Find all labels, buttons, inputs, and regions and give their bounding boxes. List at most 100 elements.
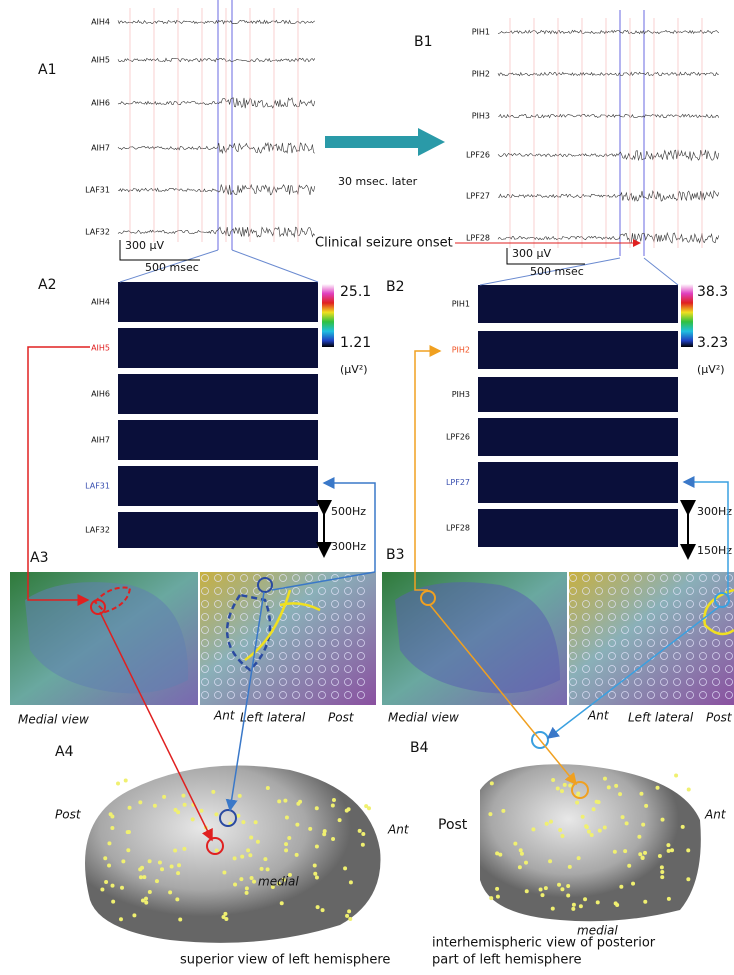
electrode-dot xyxy=(660,865,664,869)
colorbar-unit: (µV²) xyxy=(340,363,368,376)
electrode-dot xyxy=(581,815,585,819)
colorbar-max: 38.3 xyxy=(697,284,728,300)
electrode-dot xyxy=(160,867,164,871)
scale-time: 500 msec xyxy=(530,265,584,278)
colorbar-max: 25.1 xyxy=(340,284,371,300)
electrode-dot xyxy=(585,825,589,829)
electrode-dot xyxy=(321,908,325,912)
electrode-dot xyxy=(323,829,327,833)
electrode-dot xyxy=(613,850,617,854)
caption: superior view of left hemisphere xyxy=(180,953,390,968)
eeg-trace xyxy=(498,233,719,243)
electrode-dot xyxy=(488,812,492,816)
electrode-dot xyxy=(489,896,493,900)
electrode-dot xyxy=(175,897,179,901)
electrode-dot xyxy=(176,810,180,814)
channel-label: AIH6 xyxy=(91,390,110,399)
eeg-trace xyxy=(118,143,315,153)
electrode-dot xyxy=(263,857,267,861)
electrode-dot xyxy=(173,849,177,853)
electrode-dot xyxy=(127,830,131,834)
electrode-dot xyxy=(540,893,544,897)
eeg-trace xyxy=(118,227,315,237)
direction-label: Post xyxy=(55,808,82,822)
eeg-trace xyxy=(118,185,315,195)
electrode-dot xyxy=(348,917,352,921)
electrode-dot xyxy=(107,841,111,845)
electrode-dot xyxy=(618,792,622,796)
electrode-dot xyxy=(361,843,365,847)
electrode-dot xyxy=(358,829,362,833)
electrode-dot xyxy=(686,848,690,852)
electrode-dot xyxy=(142,875,146,879)
electrode-dot xyxy=(572,903,576,907)
channel-label: AIH4 xyxy=(91,18,110,27)
electrode-dot xyxy=(246,848,250,852)
channel-label: AIH6 xyxy=(91,99,110,108)
channel-label: LPF27 xyxy=(446,478,470,487)
electrode-dot xyxy=(524,861,528,865)
heatmap xyxy=(118,282,318,322)
electrode-dot xyxy=(520,852,524,856)
eeg-trace xyxy=(498,114,719,117)
electrode-dot xyxy=(343,866,347,870)
electrode-dot xyxy=(367,806,371,810)
electrode-dot xyxy=(239,877,243,881)
electrode-dot xyxy=(132,913,136,917)
eeg-trace xyxy=(118,98,315,108)
electrode-dot xyxy=(103,856,107,860)
link-arrow xyxy=(415,351,440,590)
electrode-dot xyxy=(148,859,152,863)
electrode-dot xyxy=(139,875,143,879)
heatmap xyxy=(478,331,678,369)
panel-label: A1 xyxy=(38,62,56,78)
electrode-dot xyxy=(315,845,319,849)
electrode-dot xyxy=(153,804,157,808)
electrode-dot xyxy=(238,794,242,798)
electrode-dot xyxy=(548,859,552,863)
onset-text: Clinical seizure onset xyxy=(315,236,453,251)
electrode-dot xyxy=(631,882,635,886)
electrode-dot xyxy=(583,897,587,901)
scale-amplitude: 300 µV xyxy=(125,239,164,252)
electrode-dot xyxy=(557,883,561,887)
electrode-dot xyxy=(575,801,579,805)
electrode-dot xyxy=(566,884,570,888)
electrode-dot xyxy=(280,901,284,905)
electrode-dot xyxy=(233,856,237,860)
electrode-dot xyxy=(349,880,353,884)
electrode-dot xyxy=(236,814,240,818)
electrode-dot xyxy=(501,809,505,813)
delay-text: 30 msec. later xyxy=(338,175,418,188)
electrode-dot xyxy=(120,886,124,890)
electrode-dot xyxy=(140,866,144,870)
electrode-dot xyxy=(621,815,625,819)
electrode-dot xyxy=(111,900,115,904)
colorbar-unit: (µV²) xyxy=(697,363,725,376)
channel-label: AIH5 xyxy=(91,56,110,65)
electrode-dot xyxy=(144,897,148,901)
electrode-dot xyxy=(667,849,671,853)
freq-low: 150Hz xyxy=(697,544,732,557)
link-arrow xyxy=(324,483,375,572)
electrode-dot xyxy=(241,820,245,824)
electrode-dot xyxy=(331,804,335,808)
eeg-trace xyxy=(118,20,315,23)
electrode-dot xyxy=(545,822,549,826)
electrode-dot xyxy=(191,817,195,821)
heatmap xyxy=(478,462,678,503)
channel-label: LAF31 xyxy=(85,482,110,491)
electrode-dot xyxy=(496,895,500,899)
scale-time: 500 msec xyxy=(145,261,199,274)
electrode-dot xyxy=(254,820,258,824)
panel-label: B2 xyxy=(386,279,405,295)
eeg-trace xyxy=(118,58,315,61)
panel-label: B1 xyxy=(414,34,433,50)
electrode-dot xyxy=(199,809,203,813)
heatmap xyxy=(118,374,318,414)
electrode-dot xyxy=(177,863,181,867)
eeg-trace xyxy=(498,72,719,75)
channel-label: LAF32 xyxy=(85,228,110,237)
channel-label: PIH1 xyxy=(452,300,470,309)
electrode-dot xyxy=(168,890,172,894)
